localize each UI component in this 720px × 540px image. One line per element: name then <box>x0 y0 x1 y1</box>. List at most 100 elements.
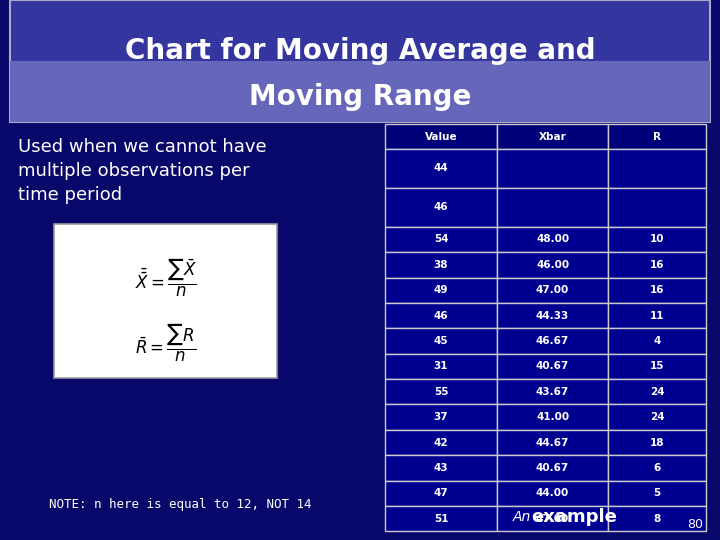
Text: 40.67: 40.67 <box>536 463 570 473</box>
FancyBboxPatch shape <box>608 455 706 481</box>
FancyBboxPatch shape <box>385 278 497 303</box>
Text: 18: 18 <box>649 437 665 448</box>
Text: $\bar{R} = \dfrac{\sum R}{n}$: $\bar{R} = \dfrac{\sum R}{n}$ <box>135 322 197 364</box>
Text: 44: 44 <box>433 164 449 173</box>
Text: 8: 8 <box>653 514 661 524</box>
Text: 46: 46 <box>433 310 449 321</box>
FancyBboxPatch shape <box>497 188 608 227</box>
FancyBboxPatch shape <box>497 149 608 188</box>
Text: 44.33: 44.33 <box>536 310 570 321</box>
FancyBboxPatch shape <box>385 506 497 531</box>
FancyBboxPatch shape <box>608 303 706 328</box>
Text: 16: 16 <box>649 285 665 295</box>
FancyBboxPatch shape <box>497 252 608 278</box>
Text: 46.67: 46.67 <box>536 336 570 346</box>
FancyBboxPatch shape <box>385 404 497 430</box>
FancyBboxPatch shape <box>385 430 497 455</box>
Text: 42: 42 <box>433 437 449 448</box>
FancyBboxPatch shape <box>497 227 608 252</box>
Text: 46.00: 46.00 <box>536 260 570 270</box>
FancyBboxPatch shape <box>608 379 706 404</box>
FancyBboxPatch shape <box>608 252 706 278</box>
Text: multiple observations per: multiple observations per <box>18 162 250 180</box>
FancyBboxPatch shape <box>497 404 608 430</box>
Text: time period: time period <box>18 186 122 204</box>
Text: 16: 16 <box>649 260 665 270</box>
FancyBboxPatch shape <box>608 278 706 303</box>
Text: Value: Value <box>425 132 457 141</box>
FancyBboxPatch shape <box>497 328 608 354</box>
FancyBboxPatch shape <box>385 149 497 188</box>
Text: 40.67: 40.67 <box>536 361 570 372</box>
Text: Moving Range: Moving Range <box>249 83 471 111</box>
Text: R: R <box>653 132 661 141</box>
FancyBboxPatch shape <box>608 124 706 149</box>
FancyBboxPatch shape <box>497 124 608 149</box>
Text: 11: 11 <box>649 310 665 321</box>
Text: 46: 46 <box>433 202 449 212</box>
FancyBboxPatch shape <box>608 354 706 379</box>
Text: 55: 55 <box>433 387 449 397</box>
FancyBboxPatch shape <box>385 328 497 354</box>
FancyBboxPatch shape <box>608 481 706 506</box>
Text: 48.00: 48.00 <box>536 234 570 245</box>
Text: 54: 54 <box>433 234 449 245</box>
Text: 5: 5 <box>653 488 661 498</box>
FancyBboxPatch shape <box>497 430 608 455</box>
Text: NOTE: n here is equal to 12, NOT 14: NOTE: n here is equal to 12, NOT 14 <box>49 498 311 511</box>
Text: Used when we cannot have: Used when we cannot have <box>18 138 266 156</box>
FancyBboxPatch shape <box>385 481 497 506</box>
Text: Xbar: Xbar <box>539 132 567 141</box>
Text: 44.00: 44.00 <box>536 488 570 498</box>
Text: example: example <box>531 508 617 526</box>
Text: 47.00: 47.00 <box>536 514 570 524</box>
FancyBboxPatch shape <box>385 188 497 227</box>
FancyBboxPatch shape <box>608 149 706 188</box>
Text: Chart for Moving Average and: Chart for Moving Average and <box>125 37 595 65</box>
Text: 44.67: 44.67 <box>536 437 570 448</box>
FancyBboxPatch shape <box>497 278 608 303</box>
Text: 37: 37 <box>433 412 449 422</box>
FancyBboxPatch shape <box>54 224 277 378</box>
FancyBboxPatch shape <box>608 227 706 252</box>
Text: 43: 43 <box>433 463 449 473</box>
Text: An: An <box>513 510 531 524</box>
FancyBboxPatch shape <box>385 252 497 278</box>
FancyBboxPatch shape <box>608 328 706 354</box>
Text: 41.00: 41.00 <box>536 412 570 422</box>
Text: 24: 24 <box>649 387 665 397</box>
Text: 31: 31 <box>433 361 449 372</box>
Text: 24: 24 <box>649 412 665 422</box>
Text: 49: 49 <box>433 285 449 295</box>
Text: 47: 47 <box>433 488 449 498</box>
FancyBboxPatch shape <box>497 455 608 481</box>
FancyBboxPatch shape <box>608 430 706 455</box>
FancyBboxPatch shape <box>385 124 497 149</box>
FancyBboxPatch shape <box>385 303 497 328</box>
Text: 38: 38 <box>433 260 449 270</box>
FancyBboxPatch shape <box>10 0 710 122</box>
FancyBboxPatch shape <box>385 354 497 379</box>
FancyBboxPatch shape <box>385 227 497 252</box>
Text: 45: 45 <box>433 336 449 346</box>
Text: 80: 80 <box>687 518 703 531</box>
Text: 51: 51 <box>433 514 449 524</box>
FancyBboxPatch shape <box>385 455 497 481</box>
FancyBboxPatch shape <box>497 481 608 506</box>
Text: 6: 6 <box>653 463 661 473</box>
Text: 10: 10 <box>649 234 665 245</box>
FancyBboxPatch shape <box>608 188 706 227</box>
Text: 43.67: 43.67 <box>536 387 570 397</box>
FancyBboxPatch shape <box>497 354 608 379</box>
FancyBboxPatch shape <box>10 60 710 122</box>
Text: 47.00: 47.00 <box>536 285 570 295</box>
Text: $\bar{\bar{X}} = \dfrac{\sum \bar{X}}{n}$: $\bar{\bar{X}} = \dfrac{\sum \bar{X}}{n}… <box>135 257 197 299</box>
FancyBboxPatch shape <box>497 303 608 328</box>
Text: 15: 15 <box>649 361 665 372</box>
FancyBboxPatch shape <box>608 506 706 531</box>
FancyBboxPatch shape <box>497 379 608 404</box>
FancyBboxPatch shape <box>385 379 497 404</box>
FancyBboxPatch shape <box>497 506 608 531</box>
Text: 4: 4 <box>653 336 661 346</box>
FancyBboxPatch shape <box>608 404 706 430</box>
